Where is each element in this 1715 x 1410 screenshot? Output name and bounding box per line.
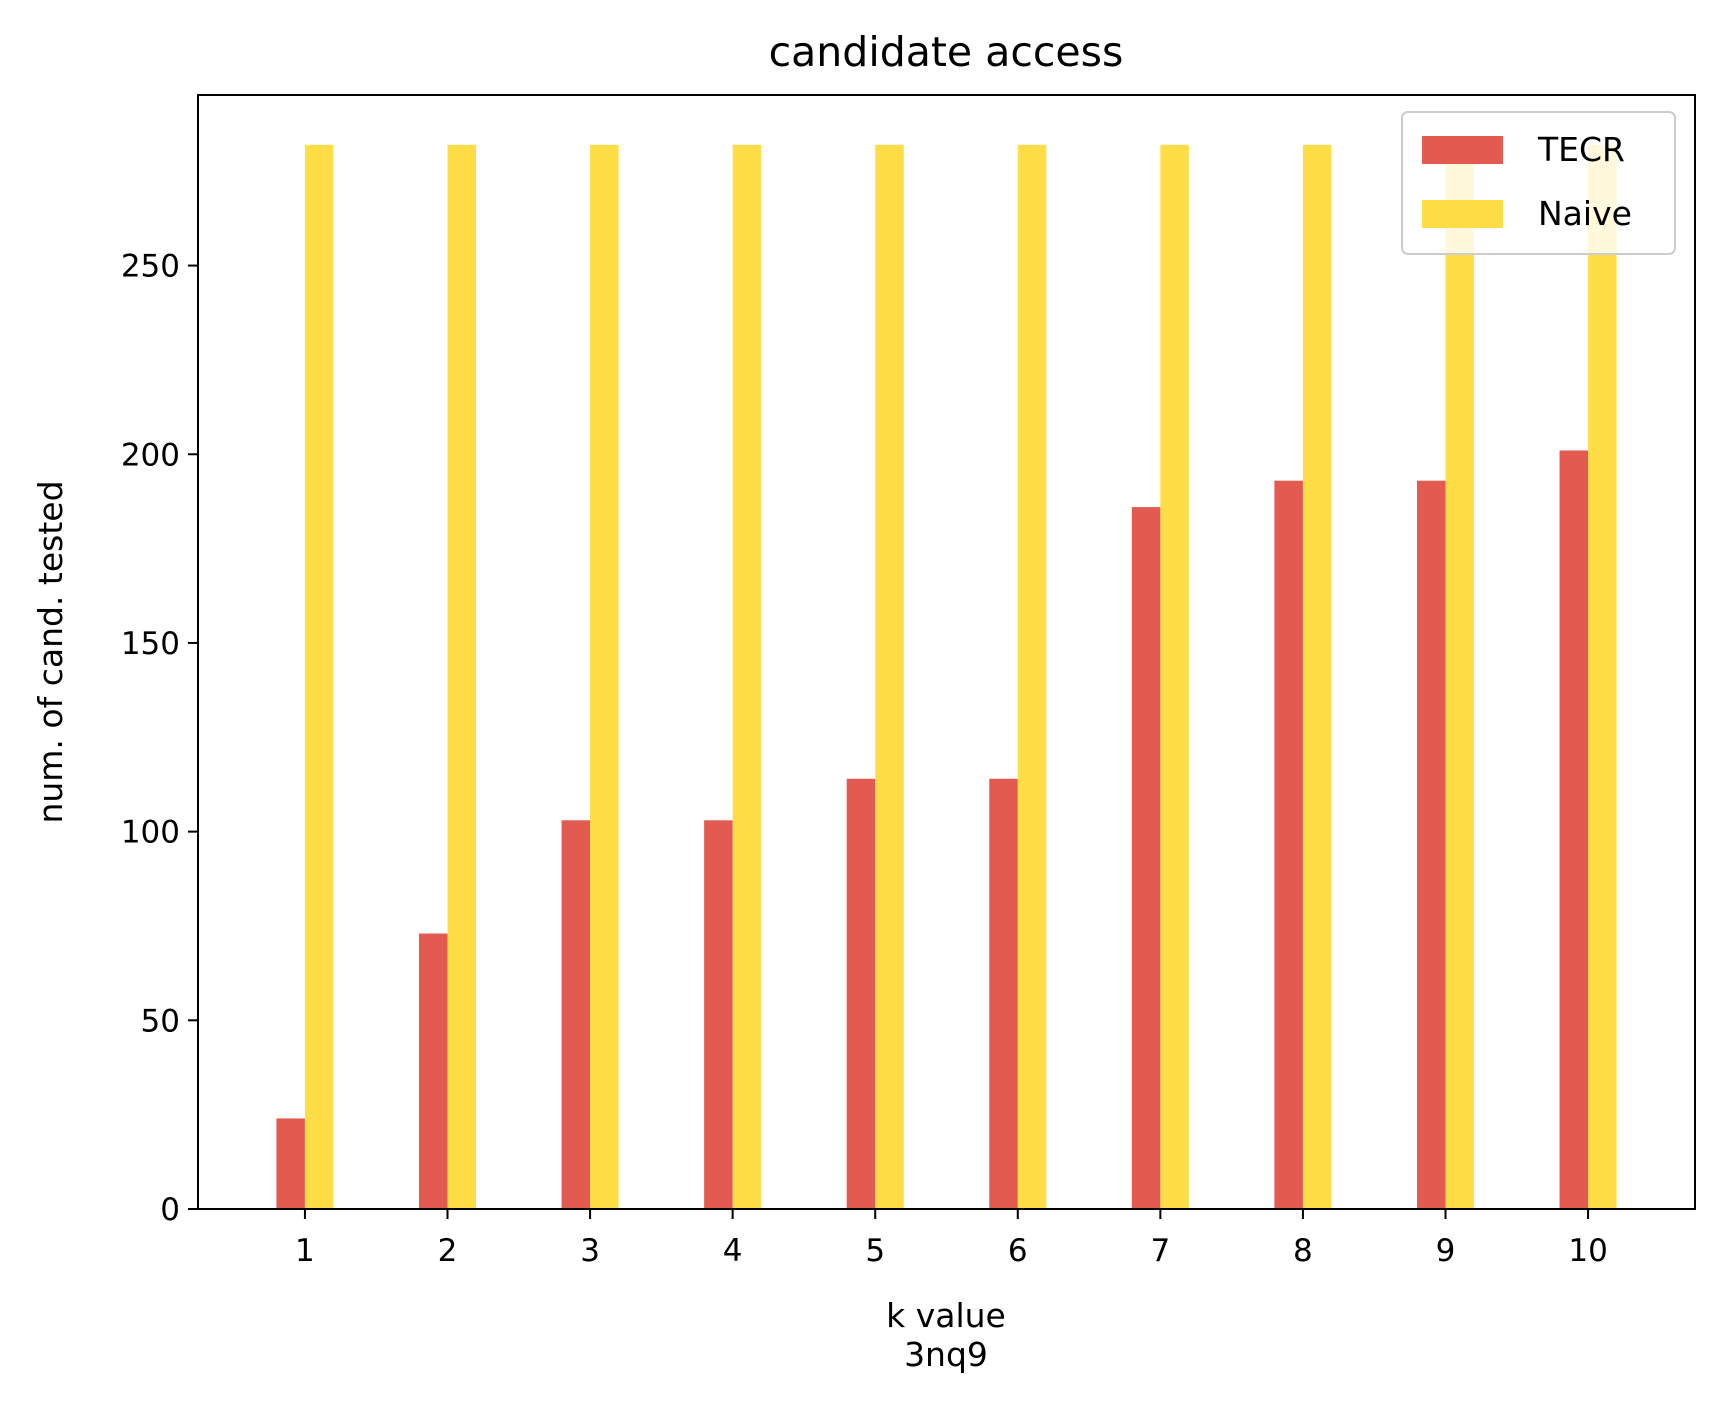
y-axis-label: num. of cand. tested: [31, 480, 70, 823]
x-tick-label: 7: [1150, 1233, 1170, 1269]
x-axis-ticks: 1 2 3 4 5 6 7 8 9 10: [295, 1209, 1608, 1269]
bar-tecr-k4: [704, 820, 733, 1209]
bar-tecr-k8: [1274, 480, 1303, 1209]
y-tick-label: 150: [121, 626, 180, 662]
y-tick-label: 250: [121, 249, 180, 285]
bar-naive-k1: [304, 144, 334, 1210]
bar-naive-k3: [590, 144, 619, 1210]
bar-tecr-k3: [561, 820, 591, 1209]
x-tick-label: 9: [1436, 1233, 1456, 1269]
bar-tecr-k9: [1416, 480, 1446, 1209]
bar-tecr-k2: [418, 933, 448, 1209]
x-tick-label: 3: [580, 1233, 600, 1269]
y-tick-label: 200: [121, 437, 180, 473]
legend: TECR Naive: [1401, 111, 1676, 255]
x-tick-label: 8: [1293, 1233, 1313, 1269]
x-axis-sublabel: 3nq9: [904, 1335, 988, 1374]
x-tick-label: 1: [295, 1233, 315, 1269]
bar-naive-k5: [875, 144, 904, 1210]
bars-group: [276, 144, 1617, 1210]
bar-naive-k4: [732, 144, 762, 1210]
x-tick-label: 10: [1568, 1233, 1607, 1269]
bar-naive-k7: [1160, 144, 1189, 1210]
y-axis-ticks: 0 50 100 150 200 250: [121, 249, 198, 1228]
legend-swatch-naive: [1422, 200, 1503, 228]
legend-label-tecr: TECR: [1537, 130, 1625, 169]
legend-label-naive: Naive: [1538, 194, 1632, 233]
bar-tecr-k5: [846, 778, 876, 1209]
y-tick-label: 100: [121, 815, 180, 851]
bar-tecr-k6: [989, 778, 1018, 1209]
bar-tecr-k7: [1131, 507, 1161, 1209]
x-axis-label: k value: [886, 1296, 1006, 1335]
x-tick-label: 5: [865, 1233, 885, 1269]
plot-frame: [197, 94, 1696, 1210]
bar-tecr-k10: [1559, 450, 1589, 1209]
y-tick-label: 0: [160, 1192, 180, 1228]
x-tick-label: 4: [723, 1233, 743, 1269]
bar-naive-k8: [1302, 144, 1332, 1210]
bar-naive-k9: [1445, 144, 1475, 1210]
bar-naive-k6: [1017, 144, 1047, 1210]
x-tick-label: 6: [1008, 1233, 1028, 1269]
bar-tecr-k1: [276, 1118, 305, 1209]
chart-title: candidate access: [769, 28, 1124, 76]
bar-naive-k10: [1588, 144, 1617, 1210]
legend-swatch-tecr: [1422, 136, 1503, 164]
y-tick-label: 50: [141, 1003, 180, 1039]
x-tick-label: 2: [438, 1233, 458, 1269]
bar-naive-k2: [447, 144, 477, 1210]
